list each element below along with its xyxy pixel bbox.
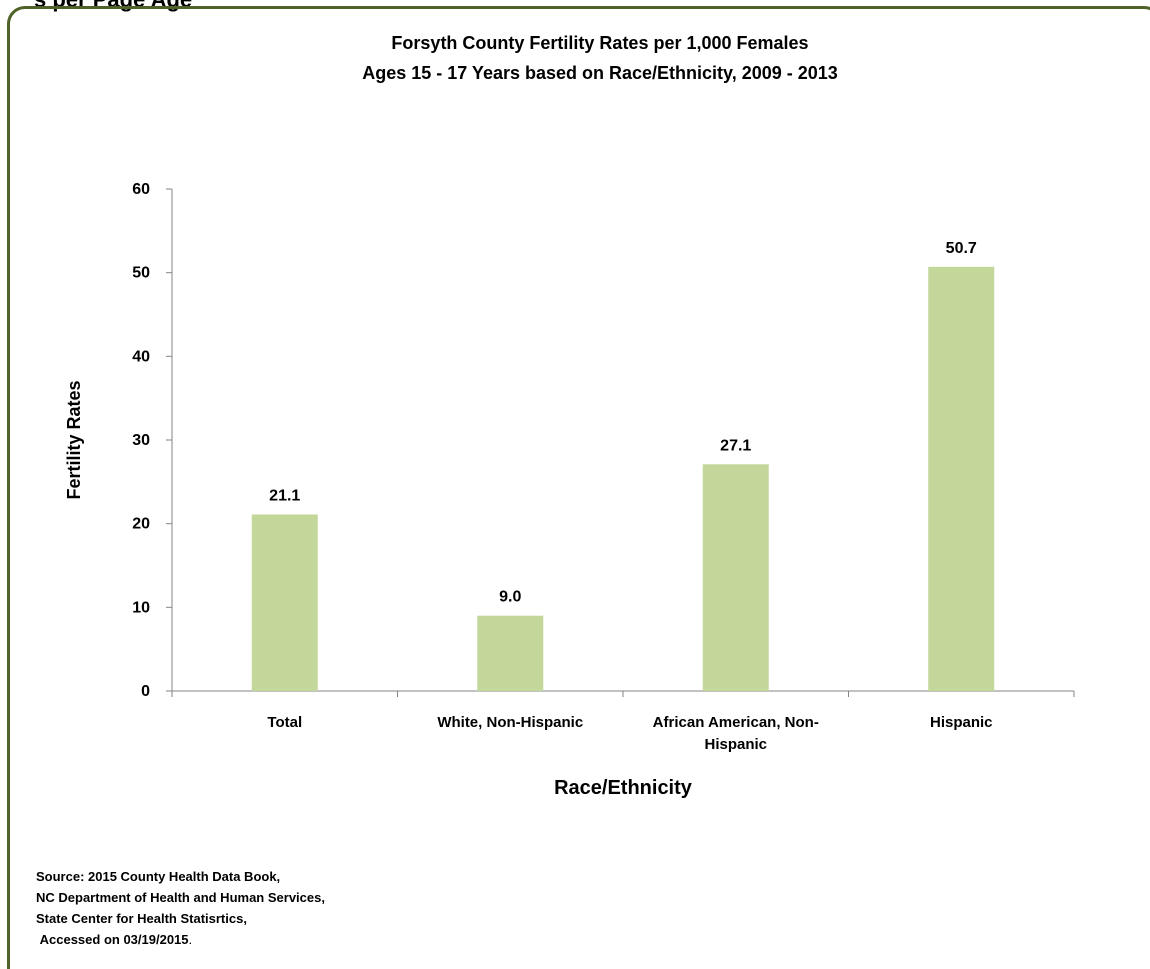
source-line: State Center for Health Statisrtics, [36,911,247,926]
y-tick-label: 50 [132,265,150,282]
y-tick-label: 20 [132,516,150,533]
x-axis-title: Race/Ethnicity [554,777,693,799]
bar [928,266,995,691]
data-label: 9.0 [499,589,521,606]
x-tick-label: African American, Non- [653,714,819,731]
y-tick-label: 10 [132,599,150,616]
source-line: Source: 2015 County Health Data Book, [36,869,281,884]
data-label: 21.1 [269,487,300,504]
source-line: Accessed on 03/19/2015. [39,932,193,947]
y-tick-label: 40 [132,348,150,365]
data-label: 50.7 [946,240,977,257]
x-tick-label: Hispanic [704,736,767,753]
data-label: 27.1 [720,437,751,454]
y-tick-label: 30 [132,432,150,449]
bar [251,514,318,691]
source-line: NC Department of Health and Human Servic… [36,890,325,905]
x-tick-label: White, Non-Hispanic [437,714,583,731]
chart-subtitle: Ages 15 - 17 Years based on Race/Ethnici… [362,63,838,83]
bar [477,615,544,691]
x-tick-label: Hispanic [930,714,993,731]
chart-frame [7,6,1150,969]
y-axis-title: Fertility Rates [64,380,84,499]
bar [702,464,769,691]
source-note: Source: 2015 County Health Data Book, NC… [36,866,325,950]
y-tick-label: 60 [132,181,150,198]
y-tick-label: 0 [141,683,150,700]
x-tick-label: Total [267,714,302,731]
chart-title: Forsyth County Fertility Rates per 1,000… [391,33,809,53]
